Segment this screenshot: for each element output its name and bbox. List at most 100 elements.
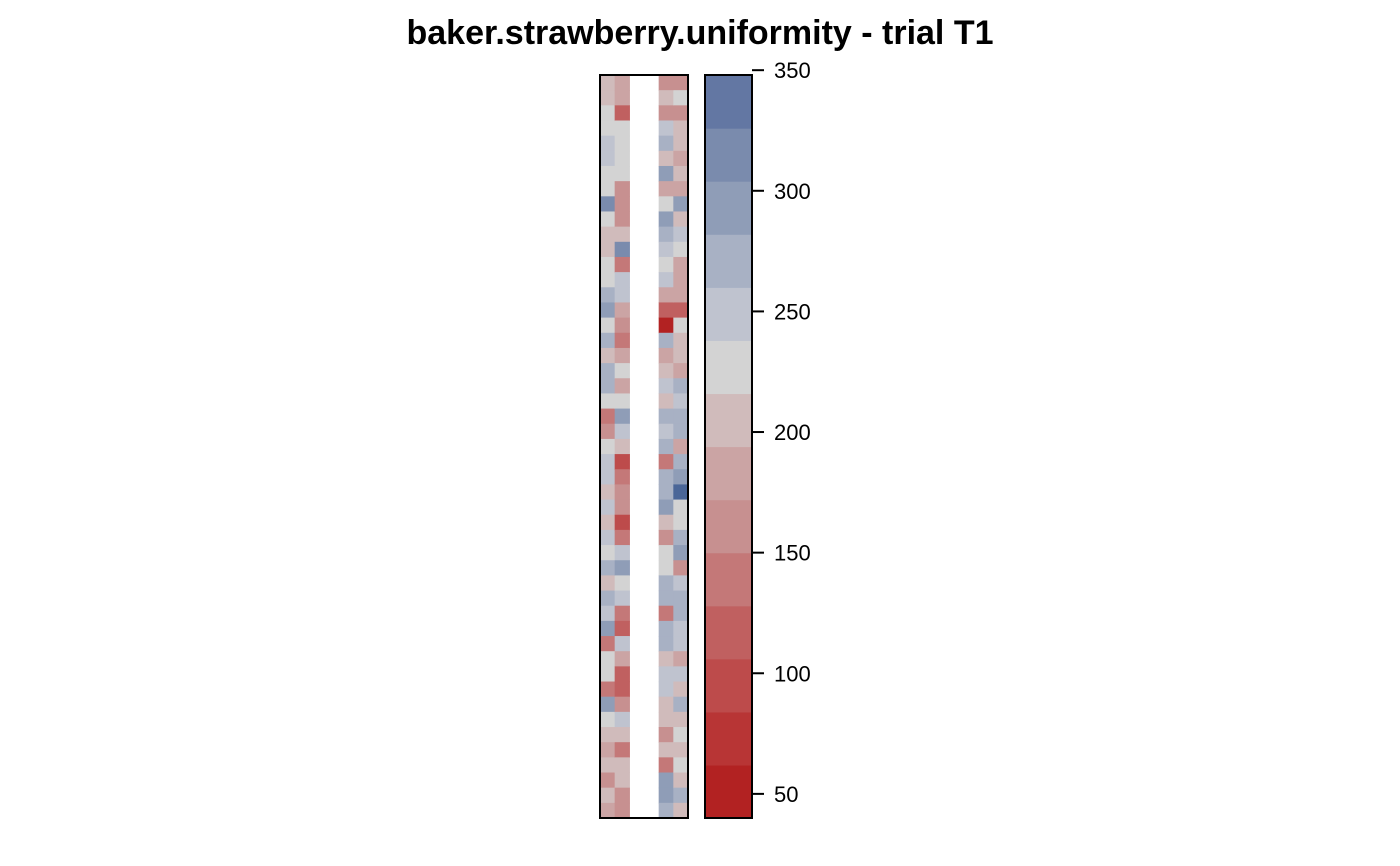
heatmap-cell (673, 772, 689, 789)
heatmap-cell (614, 454, 630, 470)
heatmap-cell (600, 196, 616, 213)
heatmap-cell (673, 727, 689, 743)
heatmap-cell (600, 90, 616, 106)
heatmap-cell (614, 681, 630, 698)
heatmap-cell (673, 681, 689, 698)
heatmap-cell (673, 226, 689, 243)
heatmap-cell (673, 211, 689, 228)
heatmap-cell (600, 135, 616, 152)
heatmap-cell (658, 363, 674, 379)
colorbar-swatch (705, 287, 752, 341)
heatmap-cell (614, 787, 630, 804)
heatmap-cell (673, 347, 689, 364)
colorbar-tick-label: 300 (774, 179, 811, 204)
colorbar-tick-label: 200 (774, 420, 811, 445)
heatmap-cell (658, 408, 674, 425)
heatmap-cell (600, 165, 616, 182)
heatmap-cell (614, 105, 630, 122)
heatmap-cell (658, 287, 674, 304)
colorbar-swatch (705, 128, 752, 182)
heatmap-cell (658, 590, 674, 607)
heatmap-cell (614, 423, 630, 440)
heatmap-cell (658, 256, 674, 273)
heatmap-cell (673, 560, 689, 576)
heatmap-cell (600, 363, 616, 379)
heatmap-cell (673, 120, 689, 137)
heatmap-cell (658, 378, 674, 395)
heatmap-cell (614, 666, 630, 683)
heatmap-cell (658, 772, 674, 789)
heatmap-cell (600, 302, 616, 319)
heatmap-cell (658, 802, 674, 819)
heatmap-cell (600, 438, 616, 455)
heatmap-cell (658, 226, 674, 243)
heatmap-cell (600, 469, 616, 485)
heatmap-cell (673, 423, 689, 440)
heatmap-cell (673, 636, 689, 652)
heatmap-cell (673, 514, 689, 531)
heatmap-cell (673, 575, 689, 592)
colorbar-tick-label: 100 (774, 661, 811, 686)
heatmap-cell (614, 317, 630, 334)
heatmap-cell (658, 302, 674, 319)
heatmap-cell (658, 135, 674, 152)
heatmap-cell (600, 484, 616, 501)
colorbar (705, 75, 752, 819)
heatmap-cell (658, 469, 674, 485)
colorbar-swatch (705, 75, 752, 129)
heatmap-cell (600, 272, 616, 288)
heatmap-cell (673, 393, 689, 410)
heatmap-cell (614, 529, 630, 546)
colorbar-tick-label: 250 (774, 299, 811, 324)
heatmap-cell (658, 742, 674, 758)
heatmap-cell (614, 727, 630, 743)
colorbar-swatch (705, 658, 752, 713)
heatmap-cell (600, 560, 616, 576)
heatmap-cell (614, 575, 630, 592)
heatmap-cell (673, 135, 689, 152)
heatmap-cell (600, 757, 616, 774)
heatmap-cell (658, 636, 674, 652)
heatmap-cell (673, 332, 689, 349)
heatmap-cell (600, 696, 616, 713)
heatmap-cell (658, 211, 674, 228)
heatmap-cell (600, 575, 616, 592)
heatmap-cell (673, 499, 689, 516)
heatmap-cell (658, 681, 674, 698)
heatmap-cell (614, 287, 630, 304)
heatmap-cell (658, 484, 674, 501)
heatmap-cell (600, 620, 616, 637)
heatmap-cell (600, 499, 616, 516)
heatmap-cell (673, 757, 689, 774)
heatmap-cell (658, 560, 674, 576)
heatmap-cell (673, 711, 689, 728)
heatmap-cell (600, 347, 616, 364)
heatmap-cell (614, 75, 630, 91)
heatmap-cell (673, 241, 689, 258)
heatmap-cell (600, 651, 616, 667)
heatmap-cell (614, 560, 630, 576)
heatmap-cell (600, 150, 616, 167)
heatmap-cell (614, 605, 630, 622)
colorbar-swatch (705, 181, 752, 235)
heatmap-cell (600, 605, 616, 622)
heatmap-cell (600, 590, 616, 607)
heatmap-cell (614, 742, 630, 758)
colorbar-tick-label: 50 (774, 782, 798, 807)
heatmap-cell (658, 757, 674, 774)
heatmap-cell (614, 150, 630, 167)
heatmap-cell (673, 105, 689, 122)
heatmap-cell (658, 196, 674, 213)
heatmap-cell (614, 545, 630, 561)
heatmap-cell (658, 90, 674, 106)
heatmap-cell (658, 165, 674, 182)
heatmap-cell (658, 347, 674, 364)
heatmap-cell (673, 696, 689, 713)
heatmap-cell (600, 787, 616, 804)
heatmap-cell (673, 438, 689, 455)
heatmap-cell (658, 393, 674, 410)
heatmap-cell (614, 651, 630, 667)
heatmap-cell (673, 666, 689, 683)
heatmap-cell (614, 332, 630, 349)
heatmap-cell (600, 181, 616, 197)
